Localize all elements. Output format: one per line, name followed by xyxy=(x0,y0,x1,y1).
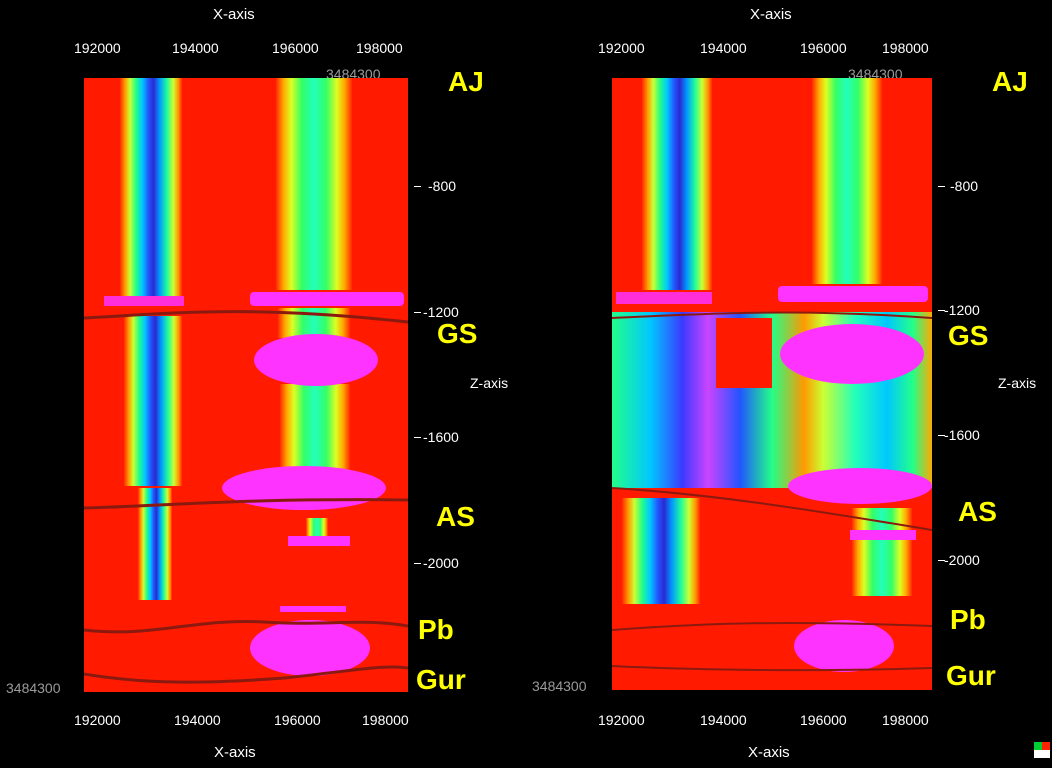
left-formation-gur: Gur xyxy=(416,664,466,695)
left-x-tick-bottom-2: 194000 xyxy=(174,712,221,728)
right-x-tick-bottom-4: 198000 xyxy=(882,712,929,728)
corner-color-icon xyxy=(1034,742,1050,758)
right-horizon-as xyxy=(612,487,932,531)
left-well-b-upper xyxy=(276,78,352,290)
left-horizon-as xyxy=(84,498,408,510)
left-horizon-pb xyxy=(84,619,408,634)
right-magenta-body-gs xyxy=(780,324,924,384)
left-well-a-upper xyxy=(120,78,182,296)
left-formation-as: AS xyxy=(436,501,475,532)
right-x-axis-title-top: X-axis xyxy=(750,6,792,23)
left-x-tick-bottom-4: 198000 xyxy=(362,712,409,728)
left-formation-pb: Pb xyxy=(418,614,454,645)
left-z-tick-1: -800 xyxy=(428,178,457,194)
right-formation-gs: GS xyxy=(948,320,989,351)
left-x-tick-top-4: 198000 xyxy=(356,40,403,56)
left-x-axis-title-bottom: X-axis xyxy=(214,744,256,761)
left-well-a-middle xyxy=(124,316,182,486)
right-z-tick-3: -1600 xyxy=(944,427,980,443)
right-z-tick-4: -2000 xyxy=(944,552,980,568)
right-y-corner-bottom: 3484300 xyxy=(532,678,587,694)
right-model-panel xyxy=(612,78,932,690)
left-z-tick-4: -2000 xyxy=(423,555,459,571)
right-magenta-body-pb xyxy=(794,620,894,672)
right-formation-aj: AJ xyxy=(992,66,1028,97)
left-horizon-gs xyxy=(84,310,408,324)
left-magenta-body-as xyxy=(222,466,386,510)
left-magenta-band-1 xyxy=(250,292,404,306)
right-x-tick-bottom-3: 196000 xyxy=(800,712,847,728)
right-z-tickmark-3 xyxy=(938,435,945,436)
left-x-tick-top-2: 194000 xyxy=(172,40,219,56)
left-formation-gs: GS xyxy=(437,318,478,349)
right-formation-pb: Pb xyxy=(950,604,986,635)
right-magenta-band-1 xyxy=(778,286,928,302)
right-x-tick-bottom-1: 192000 xyxy=(598,712,645,728)
left-x-tick-top-3: 196000 xyxy=(272,40,319,56)
right-x-tick-top-4: 198000 xyxy=(882,40,929,56)
right-model-svg xyxy=(612,78,932,672)
right-well-c-lower xyxy=(622,498,700,604)
left-formation-aj: AJ xyxy=(448,66,484,97)
left-model-svg xyxy=(84,78,408,684)
right-z-tick-2: -1200 xyxy=(944,302,980,318)
right-formation-as: AS xyxy=(958,496,997,527)
left-model-panel xyxy=(84,78,408,692)
right-well-d-upper xyxy=(812,78,882,284)
left-z-tickmark-2 xyxy=(414,312,421,313)
right-z-tickmark-2 xyxy=(938,310,945,311)
left-x-axis-title-top: X-axis xyxy=(213,6,255,23)
left-x-tick-bottom-1: 192000 xyxy=(74,712,121,728)
right-x-tick-top-1: 192000 xyxy=(598,40,645,56)
right-x-tick-bottom-2: 194000 xyxy=(700,712,747,728)
right-x-axis-title-bottom: X-axis xyxy=(748,744,790,761)
left-magenta-body-gs xyxy=(254,334,378,386)
right-x-tick-top-2: 194000 xyxy=(700,40,747,56)
left-x-tick-bottom-3: 196000 xyxy=(274,712,321,728)
right-z-tick-1: -800 xyxy=(950,178,979,194)
left-z-axis-title: Z-axis xyxy=(470,375,509,391)
right-horizon-gs xyxy=(612,311,932,319)
left-z-tick-3: -1600 xyxy=(423,429,459,445)
right-z-tickmark-4 xyxy=(938,560,945,561)
right-well-c-upper xyxy=(642,78,712,290)
left-horizon-gur xyxy=(84,665,408,684)
left-y-corner-bottom: 3484300 xyxy=(6,680,61,696)
right-x-tick-top-3: 196000 xyxy=(800,40,847,56)
left-x-tick-top-1: 192000 xyxy=(74,40,121,56)
right-horizon-pb xyxy=(612,622,932,631)
right-horizon-gur xyxy=(612,665,932,672)
left-z-tickmark-4 xyxy=(414,563,421,564)
left-magenta-body-pb xyxy=(250,620,370,676)
right-z-tickmark-1 xyxy=(938,186,945,187)
right-formation-gur: Gur xyxy=(946,660,996,691)
left-z-tickmark-1 xyxy=(414,186,421,187)
left-z-tickmark-3 xyxy=(414,437,421,438)
right-magenta-body-as xyxy=(788,468,932,504)
right-z-axis-title: Z-axis xyxy=(998,375,1037,391)
left-z-tick-2: -1200 xyxy=(423,304,459,320)
